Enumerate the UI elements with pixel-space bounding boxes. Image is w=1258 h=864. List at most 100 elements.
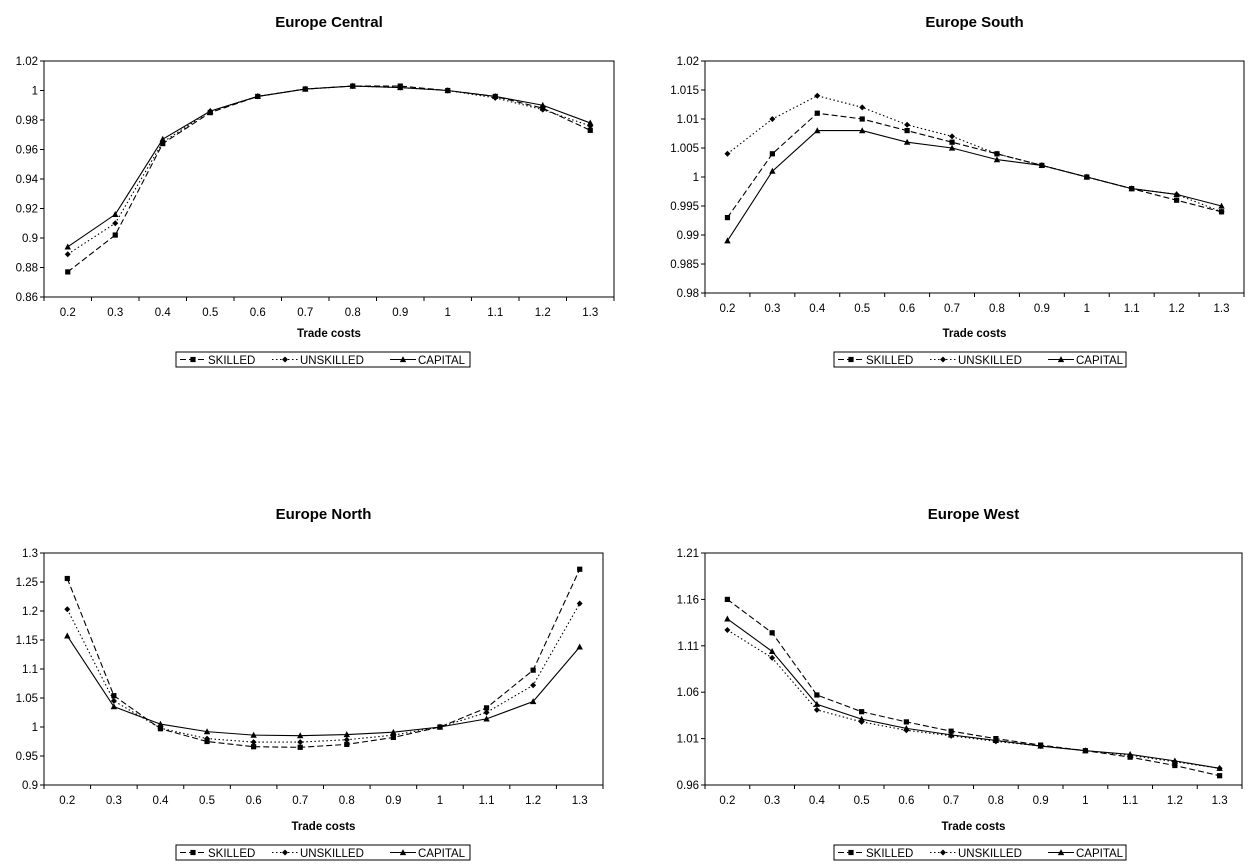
- data-point: [1217, 773, 1223, 779]
- x-tick-label: 0.8: [988, 795, 1004, 807]
- x-tick-label: 0.5: [202, 307, 218, 319]
- series-line: [727, 618, 1220, 769]
- y-tick-label: 1.11: [677, 641, 699, 653]
- data-point: [250, 731, 257, 738]
- data-point: [577, 566, 583, 572]
- x-tick-label: 0.6: [898, 795, 914, 807]
- data-point: [297, 744, 303, 750]
- plot-area: [704, 552, 1243, 786]
- data-point: [903, 719, 909, 725]
- y-tick-label: 1.015: [670, 85, 699, 97]
- chart-panel-2: Europe South 0.98 0.985 0.99 0.995 1 1.005 1.01…: [670, 14, 1245, 368]
- series-skilled: [724, 596, 1223, 779]
- data-point: [539, 106, 546, 113]
- data-point: [112, 211, 119, 217]
- y-tick-label: 0.99: [677, 230, 699, 242]
- data-point: [724, 237, 731, 244]
- legend-box: [833, 844, 1127, 861]
- y-tick-label: 1.05: [16, 693, 38, 705]
- series-line: [727, 629, 1220, 769]
- series-capital: [724, 615, 1223, 771]
- data-point: [444, 87, 451, 94]
- x-tick-label: 0.2: [59, 795, 75, 807]
- data-point: [1038, 162, 1046, 168]
- data-point: [112, 220, 119, 227]
- y-tick-label: 1.2: [22, 606, 38, 618]
- data-point: [297, 739, 304, 746]
- x-tick-label: 0.4: [809, 795, 826, 807]
- plot-area: [704, 60, 1245, 294]
- y-tick-label: 1.1: [22, 664, 38, 676]
- legend-marker: [282, 356, 288, 363]
- series-capital: [64, 82, 594, 250]
- data-point: [814, 692, 820, 698]
- data-point: [157, 720, 164, 727]
- data-point: [302, 85, 309, 92]
- data-point: [349, 82, 356, 89]
- x-tick-label: 0.4: [152, 795, 169, 807]
- data-point: [1172, 762, 1178, 769]
- y-tick-label: 1: [32, 722, 38, 734]
- data-point: [903, 724, 910, 731]
- data-point: [1216, 764, 1223, 771]
- data-point: [436, 723, 444, 730]
- x-tick-label: 1.3: [572, 795, 588, 807]
- data-point: [768, 647, 776, 654]
- data-point: [529, 698, 537, 705]
- x-tick-label: 0.6: [246, 795, 262, 807]
- y-tick-label: 0.88: [16, 263, 38, 275]
- x-tick-label: 0.3: [764, 795, 780, 807]
- x-tick-label: 0.4: [809, 303, 826, 315]
- y-tick-label: 1.15: [16, 635, 38, 647]
- x-tick-label: 0.8: [989, 303, 1005, 315]
- y-tick-label: 1.01: [677, 734, 699, 746]
- data-point: [769, 630, 775, 636]
- data-point: [813, 700, 821, 707]
- legend-box: [175, 351, 471, 368]
- x-tick-label: 0.5: [199, 795, 215, 807]
- legend-label: CAPITAL: [418, 355, 466, 367]
- data-point: [539, 101, 546, 108]
- y-tick-label: 0.86: [16, 292, 38, 304]
- data-point: [110, 697, 117, 704]
- data-point: [904, 121, 911, 128]
- data-point: [724, 150, 731, 157]
- y-tick-label: 1.02: [677, 56, 699, 68]
- data-point: [530, 682, 537, 689]
- x-axis-title: Trade costs: [943, 328, 1007, 340]
- chart-title: Europe North: [276, 506, 372, 523]
- series-skilled: [724, 110, 1225, 221]
- data-point: [1174, 197, 1180, 203]
- x-tick-label: 1: [1082, 795, 1088, 807]
- data-point: [483, 709, 490, 716]
- legend-box: [175, 844, 471, 861]
- chart-panel-1: Europe Central 0.86 0.88 0.9 0.92 0.94 0.96 0.9…: [16, 14, 615, 368]
- data-point: [390, 728, 397, 735]
- y-tick-label: 1: [32, 86, 38, 98]
- series-skilled: [65, 83, 593, 275]
- data-point: [858, 715, 865, 722]
- y-tick-label: 1.25: [16, 577, 38, 589]
- data-point: [64, 251, 71, 258]
- data-point: [254, 93, 261, 99]
- data-point: [1218, 208, 1225, 215]
- data-point: [859, 104, 866, 111]
- data-point: [483, 705, 490, 711]
- legend-label: SKILLED: [208, 848, 255, 860]
- x-tick-label: 1: [445, 307, 451, 319]
- y-tick-label: 0.96: [677, 780, 699, 792]
- y-tick-label: 0.995: [670, 201, 699, 213]
- legend: SKILLED UNSKILLED CAPITAL: [833, 844, 1127, 861]
- data-point: [587, 127, 593, 133]
- data-point: [111, 693, 117, 699]
- data-point: [814, 92, 821, 99]
- data-point: [859, 709, 865, 715]
- legend-marker: [282, 849, 288, 856]
- x-tick-label: 1.1: [1122, 795, 1138, 807]
- x-tick-label: 0.8: [339, 795, 355, 807]
- x-tick-label: 0.5: [854, 795, 870, 807]
- data-point: [948, 144, 956, 151]
- data-point: [576, 600, 583, 607]
- data-point: [1126, 750, 1134, 757]
